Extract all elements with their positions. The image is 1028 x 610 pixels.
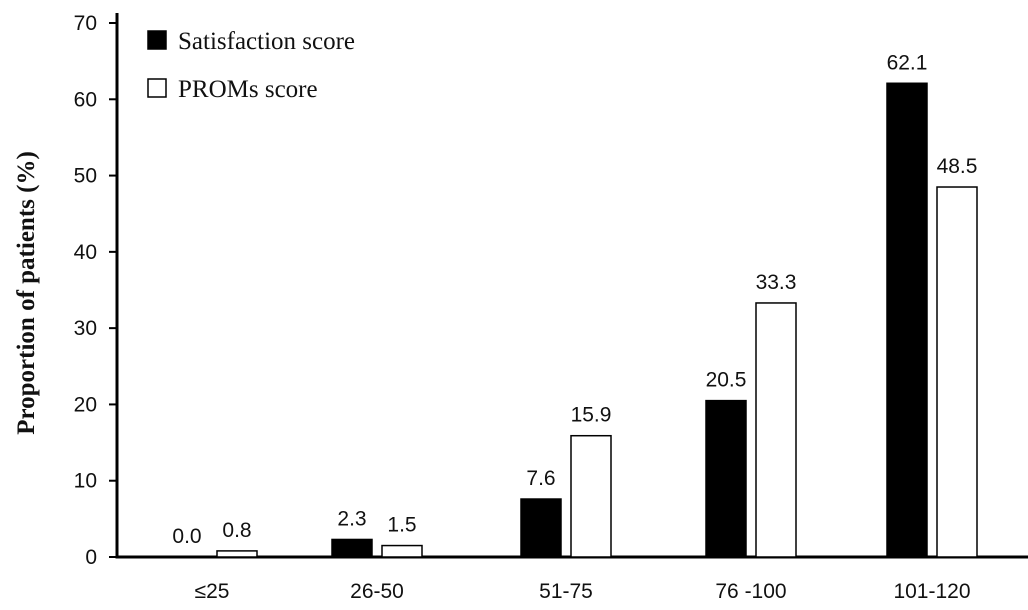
bar-proms [381,544,423,558]
y-tick-label: 0 [85,546,97,569]
legend-swatch-satisfaction [147,30,167,50]
bar-satisfaction [520,498,562,558]
data-label-proms: 33.3 [756,271,797,294]
plot-area: 0 10 20 30 40 50 60 70 0.0 0.8 ≤25 2.3 1.5 26-50 7.6 15… [74,12,1028,603]
bar-proms [755,302,797,558]
data-label-proms: 0.8 [222,519,251,542]
y-tick-label: 30 [74,317,97,340]
data-label-satisfaction: 2.3 [337,507,366,530]
bar-satisfaction [331,538,373,558]
y-tick-label: 50 [74,165,97,188]
legend: Satisfaction score PROMs score [147,28,355,103]
data-label-proms: 48.5 [937,155,978,178]
x-tick-label: ≤25 [195,580,230,603]
x-tick-label: 101-120 [893,580,970,603]
bar-proms [216,550,258,558]
data-label-satisfaction: 0.0 [172,525,201,548]
y-tick-label: 40 [74,241,97,264]
y-tick-label: 20 [74,393,97,416]
y-tick-label: 70 [74,12,97,35]
legend-swatch-proms [147,78,167,98]
data-label-satisfaction: 7.6 [526,467,555,490]
y-axis-title: Proportion of patients (%) [13,151,40,435]
data-label-proms: 1.5 [387,514,416,537]
y-tick-label: 10 [74,470,97,493]
legend-label-proms: PROMs score [178,76,318,103]
legend-label-satisfaction: Satisfaction score [178,28,355,55]
x-tick-label: 51-75 [539,580,593,603]
data-label-satisfaction: 62.1 [887,51,928,74]
x-tick-label: 76 -100 [715,580,786,603]
y-tick-label: 60 [74,88,97,111]
bar-proms [936,186,978,558]
data-label-satisfaction: 20.5 [706,369,747,392]
data-label-proms: 15.9 [571,404,612,427]
bar-satisfaction [705,399,747,558]
bar-satisfaction [886,82,928,558]
x-tick-label: 26-50 [350,580,404,603]
bar-proms [570,434,612,558]
